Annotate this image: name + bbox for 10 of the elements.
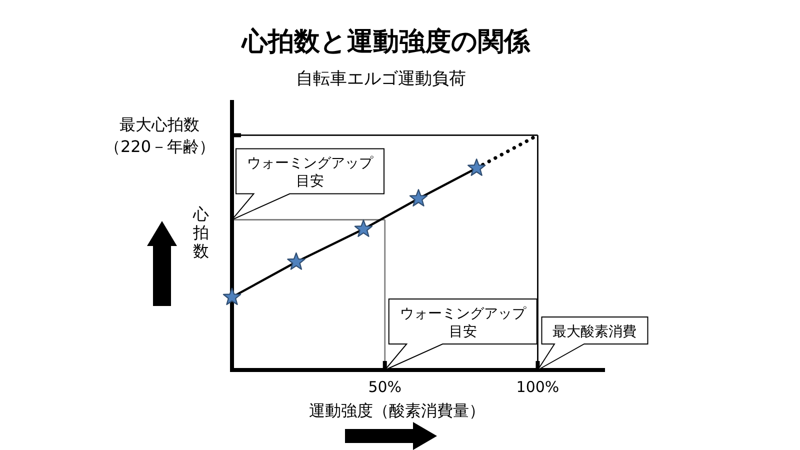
x-tick-label: 50% bbox=[368, 378, 402, 396]
ref-line-label: 最大心拍数（220－年齢） bbox=[104, 114, 215, 156]
chart-title: 心拍数と運動強度の関係 bbox=[240, 27, 531, 57]
chart-subtitle: 自転車エルゴ運動負荷 bbox=[296, 69, 466, 89]
y-axis-title: 心拍数 bbox=[192, 204, 209, 260]
annotation: ウォーミングアップ目安 bbox=[400, 306, 527, 340]
x-axis-title: 運動強度（酸素消費量） bbox=[309, 401, 485, 420]
x-tick-label: 100% bbox=[516, 378, 560, 396]
annotation: ウォーミングアップ目安 bbox=[247, 156, 374, 190]
ref-line-label: 最大酸素消費 bbox=[552, 324, 637, 340]
